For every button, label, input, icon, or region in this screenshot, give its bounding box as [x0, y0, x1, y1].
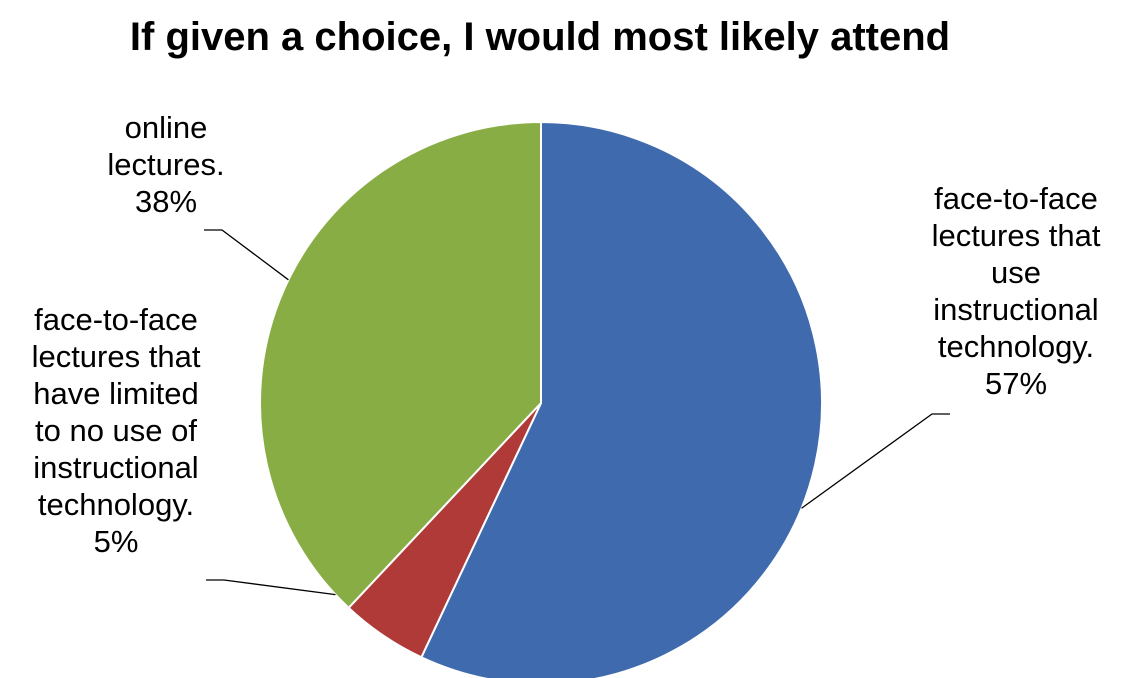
- slice-labels: face-to-face lectures that use instructiona…: [32, 110, 1101, 559]
- slice-label-2: face-to-face lectures that have limited to …: [32, 302, 201, 559]
- slice-category-line: lectures that: [32, 339, 201, 374]
- slice-label-3: online lectures. 38%: [107, 110, 224, 219]
- slice-category-line: use: [991, 255, 1041, 290]
- slice-category-line: instructional: [33, 450, 198, 485]
- slice-value-label: 38%: [135, 184, 197, 219]
- slice-category-line: to no use of: [35, 413, 197, 448]
- slice-category-line: face-to-face: [34, 302, 198, 337]
- chart-title: If given a choice, I would most likely a…: [130, 15, 950, 59]
- leader-line-3: [204, 229, 289, 281]
- slice-category-line: technology.: [938, 329, 1094, 364]
- pie-slices: [259, 120, 824, 678]
- slice-category-line: lectures.: [107, 147, 224, 182]
- slice-category-line: have limited: [33, 376, 198, 411]
- pie-slice-3: [259, 120, 542, 610]
- leader-lines: [204, 229, 950, 596]
- slice-value-label: 5%: [94, 524, 139, 559]
- leader-line-2: [206, 579, 336, 596]
- slice-category-line: technology.: [38, 487, 194, 522]
- leader-line-1: [801, 413, 950, 509]
- slice-label-1: face-to-face lectures that use instructiona…: [932, 181, 1101, 401]
- slice-value-label: 57%: [985, 366, 1047, 401]
- slice-category-line: instructional: [933, 292, 1098, 327]
- slice-category-line: online: [125, 110, 208, 145]
- slice-category-line: lectures that: [932, 218, 1101, 253]
- pie-slice-1: [420, 120, 824, 678]
- slice-category-line: face-to-face: [934, 181, 1098, 216]
